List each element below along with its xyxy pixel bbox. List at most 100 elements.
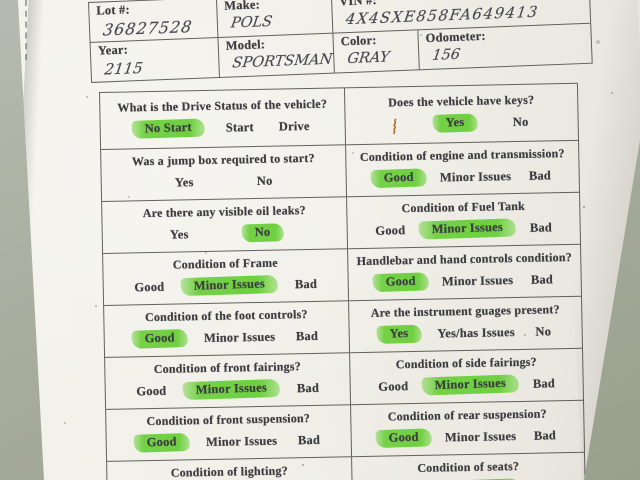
options-row: Yes No (106, 171, 342, 193)
question-text: Condition of seats? (417, 459, 520, 475)
options-row: Good Minor Issues Bad (351, 166, 575, 189)
inspection-cell-left: What is the Drive Status of the vehicle?… (100, 88, 347, 149)
options-row: Yes No (350, 112, 574, 135)
inspection-option: Yes (169, 226, 189, 242)
inspection-option: Bad (529, 219, 553, 235)
model-value: SPORTSMAN (231, 51, 334, 72)
question-text: Was a jump box required to start? (131, 150, 315, 169)
question-text: Condition of side fairings? (395, 354, 537, 372)
inspection-option: No (512, 114, 529, 129)
inspection-row: Condition of front fairings? Good Minor I… (105, 347, 583, 409)
inspection-option: No Start (131, 118, 206, 139)
inspection-option: Minor Issues (180, 274, 279, 297)
odometer-value: 156 (431, 46, 462, 64)
inspection-option: Drive (278, 118, 310, 134)
options-row: Good Minor Issues Bad (109, 326, 345, 349)
year-cell: Year: 2115 (91, 38, 219, 82)
inspection-option: Minor Issues (421, 374, 520, 396)
inspection-option: Bad (533, 427, 557, 443)
vehicle-info-table: Lot #: 36827528 Make: POLS VIN #: 4X4SXE… (88, 0, 593, 83)
inspection-option: Good (372, 272, 429, 293)
lot-number-cell: Lot #: 36827528 (89, 0, 217, 42)
inspection-option: Bad (296, 380, 320, 395)
inspection-row: Condition of the foot controls? Good Mino… (104, 295, 582, 357)
question-text: Condition of engine and transmission? (359, 146, 565, 165)
inspection-option: Bad (294, 276, 318, 291)
make-cell: Make: POLS (215, 0, 333, 38)
inspection-cell-right: Are the instrument guages present? Yes Ye… (349, 297, 582, 352)
inspection-option: Minor Issues (182, 378, 281, 401)
color-value: GRAY (346, 49, 391, 68)
inspection-option: Minor Issues (439, 168, 512, 184)
options-row: No Start Start Drive (105, 116, 341, 139)
paper-specks (0, 0, 2, 2)
inspection-option: Minor Issues (441, 272, 514, 288)
inspection-row: Condition of front suspension? Good Minor… (106, 399, 584, 461)
inspection-cell-left: Condition of the foot controls? Good Mino… (104, 301, 351, 357)
question-text: Condition of Frame (172, 255, 278, 272)
model-label: Model: (225, 37, 266, 53)
inspection-option: Start (225, 119, 254, 135)
options-row: Good Minor Issues Bad (110, 378, 346, 401)
inspection-option: Minor Issues (444, 428, 517, 444)
inspection-cell-left: Condition of front suspension? Good Minor… (106, 405, 353, 461)
inspection-cell-left: Condition of Frame Good Minor Issues Bad (103, 249, 350, 305)
options-row: Good Minor Issues Bad (353, 270, 577, 293)
question-text: What is the Drive Status of the vehicle? (117, 96, 328, 115)
inspection-cell-right: Handlebar and hand controls condition? G… (348, 245, 581, 300)
inspection-option: Good (136, 383, 167, 398)
question-text: Condition of lighting? (170, 463, 288, 480)
options-row: Yes No (107, 222, 343, 245)
inspection-cell-right: Condition of side fairings? Good Minor Is… (350, 349, 583, 404)
question-text: Handlebar and hand controls condition? (356, 249, 572, 269)
inspection-option: Good (131, 328, 188, 349)
inspection-option: Bad (532, 375, 556, 391)
make-value: POLS (229, 13, 274, 32)
inspection-cell-right: Condition of engine and transmission? Go… (346, 141, 579, 196)
model-cell: Model: SPORTSMAN (217, 33, 334, 78)
odometer-cell: Odometer: 156 (417, 23, 592, 70)
lot-number-value: 36827528 (101, 16, 194, 40)
year-value: 2115 (103, 58, 144, 79)
inspection-option: Minor Issues (203, 329, 276, 345)
inspection-cell-right: Condition of Fuel Tank Good Minor Issues B… (347, 193, 580, 248)
inspection-option: Yes (375, 324, 422, 345)
inspection-option: Bad (528, 167, 552, 183)
question-text: Condition of front suspension? (146, 411, 311, 429)
inspection-option: Minor Issues (418, 218, 517, 240)
inspection-option: No (256, 173, 273, 188)
question-text: Condition of the foot controls? (144, 307, 308, 325)
inspection-option: Yes (432, 113, 478, 133)
question-text: Condition of Fuel Tank (401, 198, 526, 216)
inspection-option: Yes/has Issues (437, 324, 516, 341)
inspection-option: Good (375, 428, 432, 449)
inspection-option: Good (370, 168, 427, 189)
inspection-cell-right: Does the vehicle have keys? Yes No (345, 84, 578, 144)
inspection-option: Bad (295, 328, 319, 343)
inspection-cell-left: Are there any visible oil leaks? Yes No (102, 197, 349, 253)
inspection-cell-right: Condition of rear suspension? Good Minor … (351, 401, 584, 456)
options-row: Good Minor Issues Bad (352, 218, 576, 240)
inspection-option: Good (134, 279, 165, 294)
paper-left-edge-shadow (18, 0, 45, 480)
inspection-option: Yes (174, 175, 194, 190)
inspection-option: Good (133, 432, 190, 453)
inspection-option: No (241, 223, 284, 243)
options-row: Yes Yes/has Issues No (354, 322, 578, 345)
inspection-option: Bad (297, 432, 321, 447)
color-cell: Color: GRAY (332, 30, 419, 73)
question-text: Are the instrument guages present? (370, 302, 560, 320)
inspection-cell-left: Condition of front fairings? Good Minor I… (105, 353, 352, 409)
inspection-option: Good (378, 378, 409, 394)
inspection-cell-left: Was a jump box required to start? Yes No (101, 145, 348, 201)
options-row: Good Minor Issues Bad (355, 374, 579, 396)
orange-squiggle-mark (391, 118, 400, 135)
lot-number-label: Lot #: (96, 2, 131, 18)
question-text: Does the vehicle have keys? (388, 92, 535, 110)
question-text: Condition of front fairings? (153, 359, 301, 376)
perforation-dashes (25, 0, 27, 60)
question-text: Are there any visible oil leaks? (142, 203, 306, 221)
